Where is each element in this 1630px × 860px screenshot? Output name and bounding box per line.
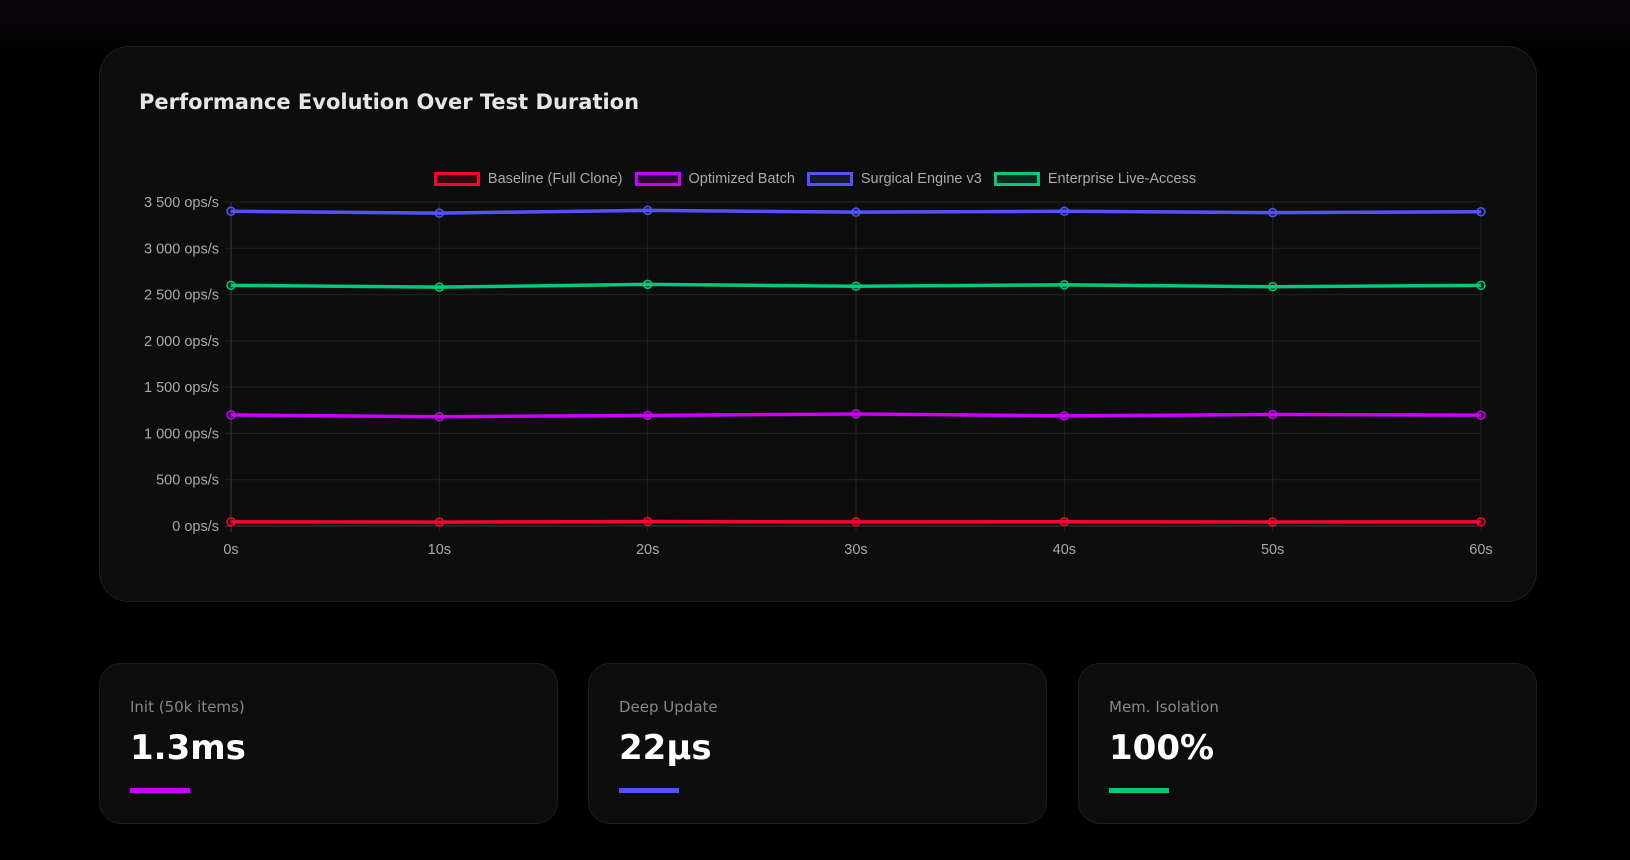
- stat-label: Deep Update: [619, 698, 718, 716]
- data-point: [226, 410, 236, 420]
- data-point: [226, 280, 236, 291]
- series-line-1: [230, 412, 1482, 419]
- line-chart: 0 ops/s 500 ops/s 1 000 ops/s 1 500 ops/s 2 …: [144, 195, 1493, 558]
- data-point: [1476, 517, 1486, 527]
- x-tick-label: 10s: [428, 542, 451, 558]
- data-point: [1267, 207, 1278, 218]
- data-point: [1476, 280, 1486, 291]
- data-point: [851, 409, 861, 419]
- legend-item[interactable]: Baseline (Full Clone): [433, 171, 623, 187]
- stat-label: Mem. Isolation: [1109, 698, 1219, 716]
- data-point: [226, 517, 236, 527]
- data-point: [434, 517, 445, 527]
- y-tick-label: 1 500 ops/s: [144, 380, 219, 396]
- stat-card-mem-isolation: Mem. Isolation 100%: [1078, 663, 1537, 824]
- stat-card-deep-update: Deep Update 22µs: [588, 663, 1047, 824]
- y-tick-label: 3 000 ops/s: [144, 241, 219, 257]
- x-tick-label: 40s: [1053, 542, 1076, 558]
- data-point: [1059, 411, 1070, 421]
- data-point: [851, 281, 861, 291]
- legend-label: Surgical Engine v3: [860, 171, 982, 187]
- series-line-2: [230, 208, 1482, 215]
- legend-label: Baseline (Full Clone): [487, 171, 623, 187]
- data-point: [434, 208, 445, 218]
- x-tick-label: 60s: [1469, 542, 1492, 558]
- legend-swatch: [806, 172, 853, 186]
- x-tick-label: 20s: [636, 542, 659, 558]
- data-point: [1476, 206, 1486, 217]
- data-point: [642, 279, 653, 290]
- legend-swatch: [634, 172, 681, 186]
- x-tick-label: 30s: [844, 542, 867, 558]
- legend-swatch: [433, 172, 480, 186]
- legend-item[interactable]: Surgical Engine v3: [806, 171, 982, 187]
- y-tick-label: 3 500 ops/s: [144, 195, 219, 211]
- stat-value: 100%: [1109, 728, 1215, 768]
- legend-swatch: [993, 172, 1040, 186]
- y-tick-label: 0 ops/s: [172, 519, 219, 535]
- data-point: [642, 205, 653, 216]
- data-point: [642, 410, 653, 421]
- data-point: [851, 517, 861, 527]
- y-tick-label: 2 000 ops/s: [144, 334, 219, 350]
- data-point: [1059, 516, 1070, 527]
- stat-accent-bar: [130, 788, 190, 793]
- chart-card: [99, 46, 1537, 602]
- data-point: [1059, 280, 1070, 290]
- chart-legend: Baseline (Full Clone) Optimized Batch Surg…: [0, 171, 1630, 187]
- legend-item[interactable]: Optimized Batch: [634, 171, 795, 187]
- x-tick-label: 0s: [223, 542, 238, 558]
- data-point: [1267, 281, 1278, 292]
- stat-value: 1.3ms: [130, 728, 246, 768]
- series-line-3: [230, 282, 1482, 289]
- data-point: [642, 516, 653, 527]
- data-point: [1267, 409, 1278, 420]
- legend-item[interactable]: Enterprise Live-Access: [993, 171, 1197, 187]
- chart-title: Performance Evolution Over Test Duration: [139, 90, 640, 114]
- data-point: [1476, 410, 1486, 420]
- y-tick-label: 1 000 ops/s: [144, 426, 219, 442]
- data-point: [851, 207, 861, 217]
- y-tick-label: 500 ops/s: [156, 473, 219, 489]
- data-point: [226, 206, 236, 217]
- legend-label: Enterprise Live-Access: [1047, 171, 1197, 187]
- stat-card-init: Init (50k items) 1.3ms: [99, 663, 558, 824]
- data-point: [434, 282, 445, 292]
- y-tick-label: 2 500 ops/s: [144, 288, 219, 304]
- data-point: [434, 412, 445, 422]
- stat-accent-bar: [1109, 788, 1169, 793]
- data-point: [1059, 206, 1070, 217]
- data-point: [1267, 517, 1278, 527]
- series-line-0: [230, 519, 1482, 524]
- stat-label: Init (50k items): [130, 698, 245, 716]
- legend-label: Optimized Batch: [688, 171, 795, 187]
- x-tick-label: 50s: [1261, 542, 1284, 558]
- stat-accent-bar: [619, 788, 679, 793]
- stat-value: 22µs: [619, 728, 712, 768]
